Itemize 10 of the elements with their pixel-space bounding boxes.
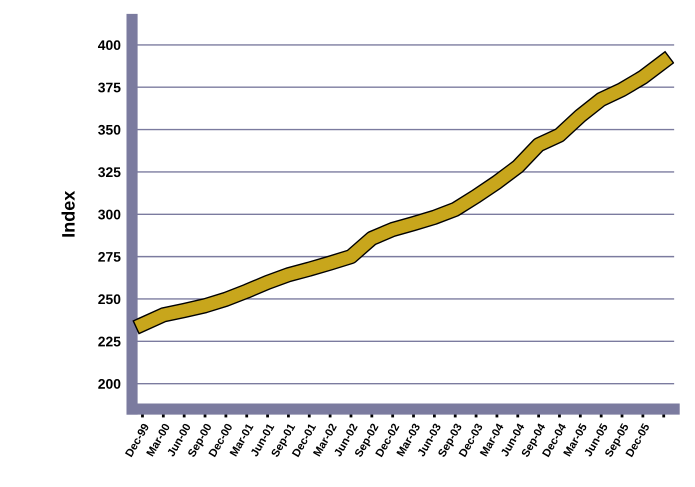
y-tick-label: 225 (98, 336, 121, 346)
y-tick-label: 275 (98, 252, 121, 262)
y-tick-label: 350 (98, 124, 120, 135)
y-tick-label: 400 (98, 40, 120, 50)
y-tick-label: 325 (98, 167, 121, 178)
y-tick-label: 250 (98, 294, 120, 304)
y-tick-label: 200 (98, 379, 120, 389)
y-tick-label: 375 (98, 82, 121, 92)
y-tick-label: 300 (98, 210, 120, 220)
y-axis-title: Index (61, 190, 75, 237)
